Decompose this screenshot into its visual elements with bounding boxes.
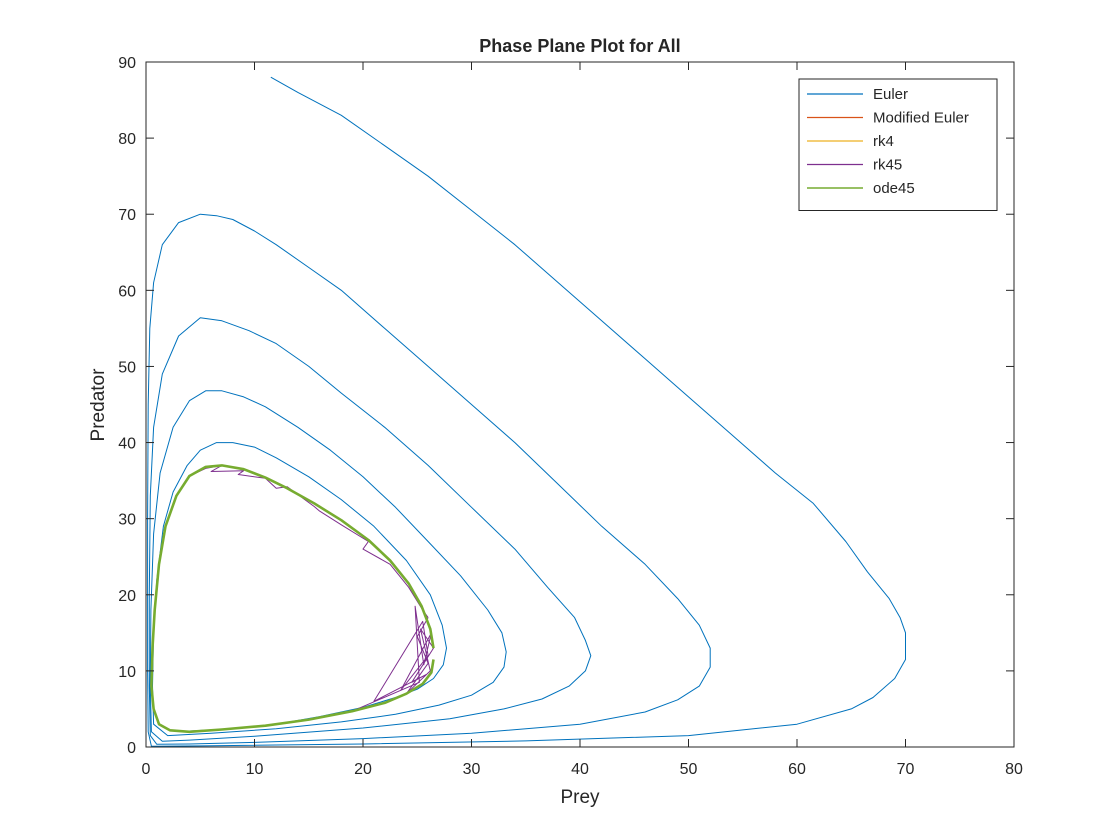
x-tick-label: 50	[680, 761, 698, 778]
y-tick-label: 90	[118, 55, 136, 72]
y-tick-label: 10	[118, 664, 136, 681]
series-line-ode45	[150, 464, 435, 734]
x-axis-label: Prey	[560, 787, 600, 808]
y-tick-label: 50	[118, 359, 136, 376]
x-tick-label: 0	[142, 761, 151, 778]
plot-area	[147, 76, 906, 747]
y-tick-label: 60	[118, 283, 136, 300]
y-tick-label: 30	[118, 512, 136, 529]
legend-entry: ode45	[873, 180, 915, 197]
legend-entry: rk45	[873, 157, 902, 174]
legend-entry: Modified Euler	[873, 110, 969, 127]
legend: Euler Modified Euler rk4 rk45 ode45	[798, 78, 998, 211]
x-tick-label: 30	[463, 761, 481, 778]
legend-entry: rk4	[873, 133, 894, 150]
x-tick-label: 80	[1005, 761, 1023, 778]
x-tick-label: 10	[246, 761, 264, 778]
y-tick-label: 70	[118, 207, 136, 224]
y-tick-label: 80	[118, 131, 136, 148]
axes: 0 10 20 30 40 50 60 70 80 0 10 20 30 40 50 60 70 80 90	[118, 55, 1023, 778]
y-axis-label: Predator	[88, 368, 109, 442]
y-tick-label: 20	[118, 588, 136, 605]
y-tick-label: 40	[118, 436, 136, 453]
x-tick-label: 60	[788, 761, 806, 778]
x-tick-label: 40	[571, 761, 589, 778]
x-tick-label: 20	[354, 761, 372, 778]
legend-entry: Euler	[873, 86, 908, 103]
x-tick-label: 70	[897, 761, 915, 778]
y-tick-label: 0	[127, 740, 136, 757]
chart-title: Phase Plane Plot for All	[479, 36, 680, 56]
